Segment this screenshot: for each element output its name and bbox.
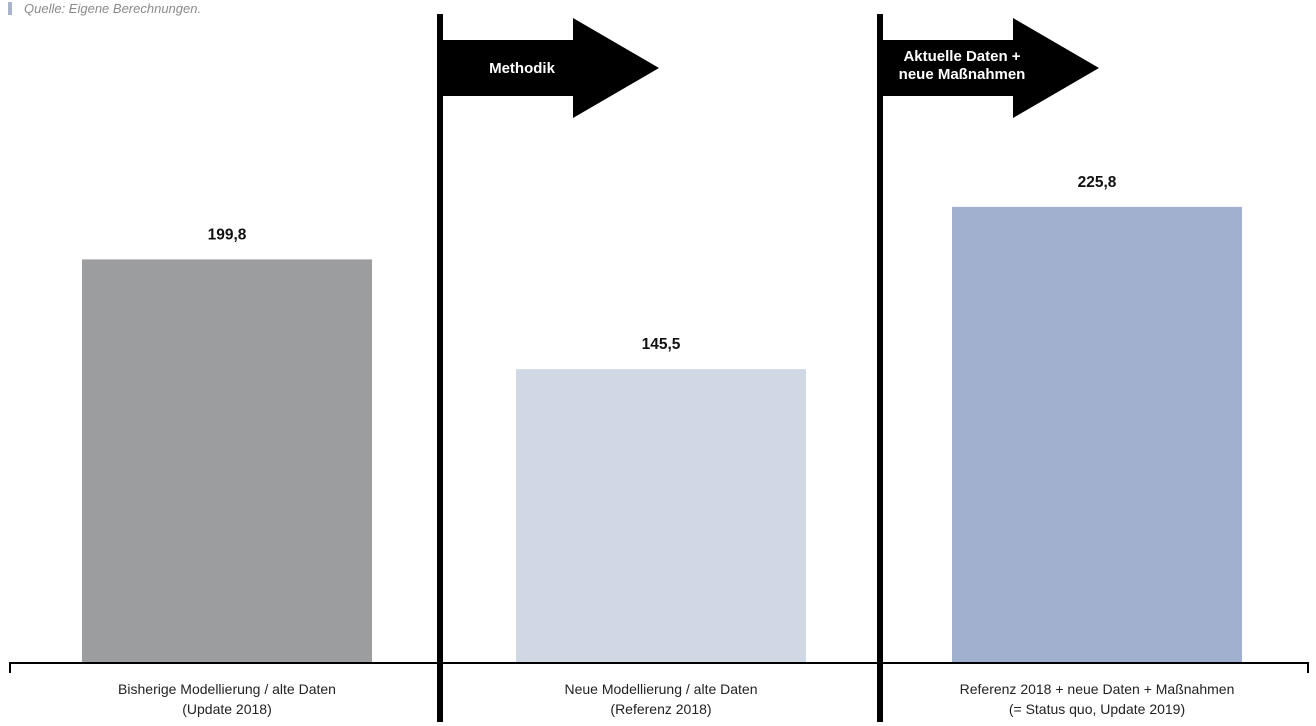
category-label-1-line-1: Bisherige Modellierung / alte Daten	[118, 681, 336, 697]
value-label-1: 199,8	[208, 226, 247, 243]
source-note: Quelle: Eigene Berechnungen.	[24, 1, 202, 16]
divider-line-1	[437, 14, 443, 722]
arrow-label-2-line-2: neue Maßnahmen	[899, 66, 1026, 83]
divider-line-2	[877, 14, 883, 722]
category-label-1-line-2: (Update 2018)	[182, 701, 272, 717]
arrow-2	[883, 18, 1099, 118]
source-marker	[8, 2, 12, 15]
arrow-label-1-line-1: Methodik	[489, 60, 555, 77]
bars-layer	[82, 206, 1242, 663]
bar-2	[516, 369, 806, 663]
dividers-layer	[437, 14, 1099, 722]
value-label-3: 225,8	[1078, 174, 1117, 191]
bar-1	[82, 259, 372, 663]
category-label-2-line-2: (Referenz 2018)	[610, 701, 711, 717]
value-label-2: 145,5	[642, 336, 681, 353]
x-axis	[9, 662, 1309, 673]
arrow-1	[443, 18, 659, 118]
category-label-2-line-1: Neue Modellierung / alte Daten	[564, 681, 757, 697]
labels-layer: 199,8 Bisherige Modellierung / alte Daten…	[118, 48, 1234, 717]
bar-3	[952, 206, 1242, 663]
arrow-label-2-line-1: Aktuelle Daten +	[903, 48, 1020, 65]
category-label-3-line-2: (= Status quo, Update 2019)	[1009, 701, 1185, 717]
category-label-3-line-1: Referenz 2018 + neue Daten + Maßnahmen	[960, 681, 1235, 697]
